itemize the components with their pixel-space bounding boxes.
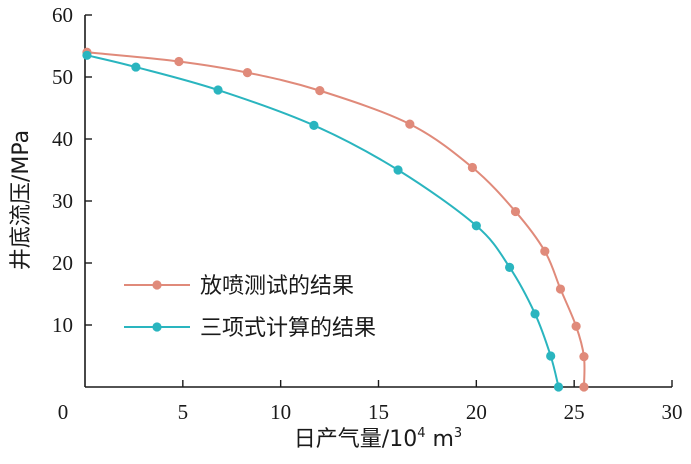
- series-2: [82, 50, 564, 392]
- x-axis-title-superscript: 4: [417, 426, 425, 441]
- series-line: [86, 54, 560, 388]
- x-tick-label: 30: [662, 400, 683, 424]
- legend-label: 放喷测试的结果: [200, 274, 354, 299]
- x-tick-label: 0: [58, 400, 69, 424]
- series-1: [82, 47, 589, 392]
- data-point: [546, 351, 556, 361]
- data-point: [530, 309, 540, 319]
- data-point: [510, 206, 521, 217]
- x-tick-label: 20: [466, 400, 487, 424]
- y-tick-label: 60: [52, 3, 73, 27]
- data-point: [82, 50, 92, 60]
- axes: [84, 15, 672, 388]
- y-axis-title: 井底流压/MPa: [9, 130, 34, 270]
- ticks: 0 5 10 15 20 25 30 10 20 30 40 50 60: [52, 3, 683, 424]
- legend-marker: [152, 280, 162, 290]
- data-point: [309, 120, 319, 130]
- x-tick-label: 10: [270, 400, 291, 424]
- x-axis-title: 日产气量/104 m3: [294, 426, 462, 452]
- y-tick-label: 40: [52, 127, 73, 151]
- data-point: [174, 56, 184, 67]
- y-tick-label: 30: [52, 189, 73, 213]
- data-point: [504, 262, 515, 272]
- x-tick-label: 15: [368, 400, 389, 424]
- legend-item: 放喷测试的结果: [124, 274, 354, 299]
- data-point: [405, 119, 415, 129]
- x-tick-label: 25: [564, 400, 585, 424]
- legend-label: 三项式计算的结果: [200, 316, 376, 341]
- x-tick-label: 5: [178, 400, 189, 424]
- x-axis-title-unit-superscript: 3: [454, 426, 462, 441]
- x-axis-title-unit: m: [425, 427, 453, 452]
- data-point: [553, 382, 564, 392]
- data-point: [579, 382, 589, 392]
- data-point: [540, 246, 550, 256]
- legend-marker: [152, 322, 162, 332]
- data-point: [555, 284, 566, 294]
- data-point: [315, 86, 325, 96]
- data-point: [471, 221, 481, 231]
- y-tick-label: 10: [52, 313, 73, 337]
- data-point: [242, 68, 253, 78]
- data-point: [213, 85, 223, 95]
- data-point: [571, 321, 581, 331]
- y-tick-label: 50: [52, 65, 73, 89]
- data-point: [131, 62, 141, 72]
- data-point: [393, 165, 403, 175]
- legend-item: 三项式计算的结果: [124, 316, 376, 341]
- series-layer: [82, 47, 589, 392]
- data-point: [467, 162, 478, 173]
- y-tick-label: 20: [52, 251, 73, 275]
- data-point: [579, 352, 589, 362]
